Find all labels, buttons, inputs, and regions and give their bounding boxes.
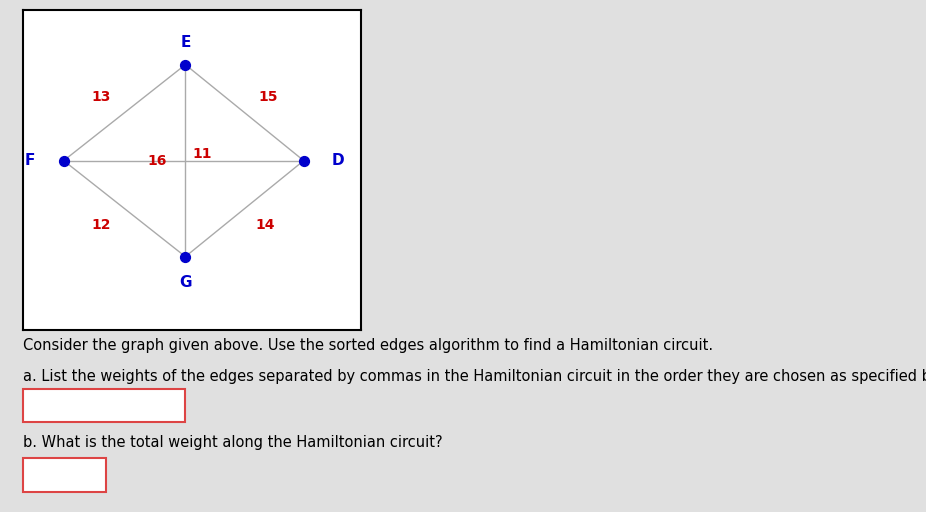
Text: b. What is the total weight along the Hamiltonian circuit?: b. What is the total weight along the Ha… bbox=[23, 435, 443, 451]
Text: D: D bbox=[332, 153, 344, 168]
Text: G: G bbox=[179, 275, 192, 290]
Text: E: E bbox=[181, 35, 191, 50]
FancyBboxPatch shape bbox=[23, 458, 106, 492]
Point bbox=[178, 252, 193, 261]
FancyBboxPatch shape bbox=[23, 389, 185, 422]
Text: 16: 16 bbox=[147, 154, 167, 167]
Text: 14: 14 bbox=[255, 218, 275, 231]
Point bbox=[56, 157, 71, 165]
Text: a. List the weights of the edges separated by commas in the Hamiltonian circuit : a. List the weights of the edges separat… bbox=[23, 369, 926, 384]
Point bbox=[178, 60, 193, 69]
Text: F: F bbox=[25, 153, 35, 168]
Point bbox=[296, 157, 311, 165]
Text: 15: 15 bbox=[258, 90, 278, 103]
Text: Consider the graph given above. Use the sorted edges algorithm to find a Hamilto: Consider the graph given above. Use the … bbox=[23, 338, 713, 353]
Text: 12: 12 bbox=[91, 218, 110, 231]
Text: 11: 11 bbox=[193, 147, 212, 161]
Text: 13: 13 bbox=[91, 90, 110, 103]
